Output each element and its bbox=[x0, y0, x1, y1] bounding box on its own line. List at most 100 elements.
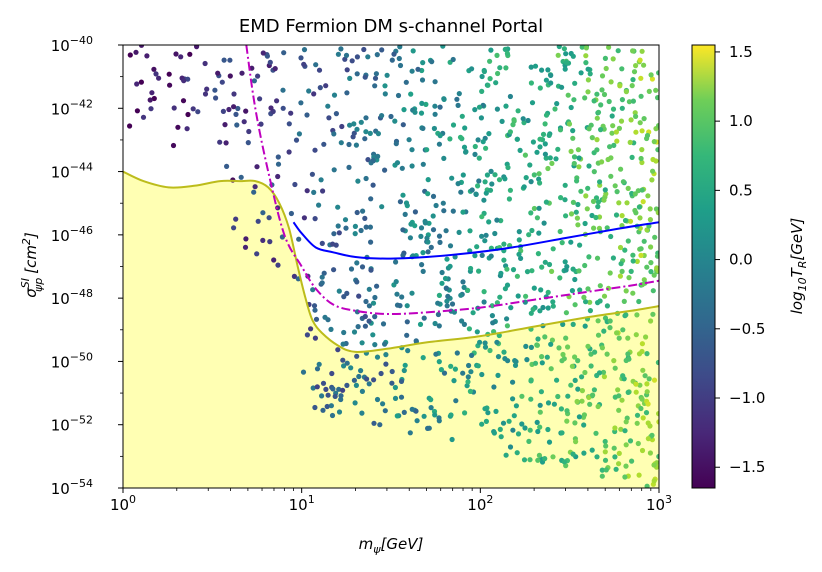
scan-point bbox=[587, 71, 593, 77]
scan-point bbox=[557, 275, 563, 281]
scan-point bbox=[425, 191, 431, 197]
scan-point bbox=[365, 54, 371, 60]
scan-point bbox=[576, 164, 582, 170]
scan-point bbox=[526, 232, 532, 238]
scan-point bbox=[397, 45, 403, 50]
scan-point bbox=[514, 273, 521, 279]
scan-point bbox=[428, 405, 434, 411]
scan-point bbox=[484, 172, 490, 178]
scan-point bbox=[570, 199, 577, 205]
scan-point bbox=[525, 117, 531, 124]
scan-point bbox=[637, 57, 643, 63]
colorbar-tick-label: −1.0 bbox=[729, 389, 765, 407]
scan-point bbox=[645, 436, 652, 442]
scan-point bbox=[374, 354, 381, 360]
scan-point bbox=[298, 100, 304, 106]
scan-point bbox=[243, 236, 249, 242]
scan-point bbox=[599, 87, 605, 93]
scan-point bbox=[355, 178, 361, 184]
scan-point bbox=[495, 354, 502, 360]
scan-point bbox=[527, 457, 533, 463]
scan-point bbox=[616, 200, 622, 206]
scan-point bbox=[601, 328, 607, 334]
scan-point bbox=[447, 136, 453, 142]
scan-point bbox=[639, 187, 645, 193]
scan-point bbox=[655, 147, 659, 153]
scan-point bbox=[500, 420, 507, 426]
scan-point bbox=[167, 82, 173, 88]
scan-point bbox=[528, 310, 534, 316]
scan-point bbox=[242, 244, 249, 250]
scan-point bbox=[604, 303, 611, 309]
scan-point bbox=[612, 425, 618, 431]
scan-point bbox=[593, 430, 599, 436]
scan-point bbox=[574, 178, 580, 184]
scan-point bbox=[359, 264, 366, 270]
scan-point bbox=[502, 356, 508, 362]
scan-point bbox=[420, 268, 426, 274]
scan-point bbox=[335, 51, 341, 57]
scan-point bbox=[555, 393, 561, 400]
scan-point bbox=[178, 54, 184, 60]
scan-point bbox=[478, 115, 484, 121]
x-tick-label: 101 bbox=[289, 493, 315, 514]
scan-point bbox=[451, 378, 457, 384]
scan-point bbox=[557, 127, 564, 133]
scan-point bbox=[641, 62, 647, 68]
scan-point bbox=[514, 136, 521, 142]
scan-point bbox=[487, 347, 493, 354]
scan-point bbox=[501, 257, 507, 263]
scan-point bbox=[595, 109, 602, 115]
scan-point bbox=[372, 314, 378, 320]
scan-point bbox=[370, 182, 376, 188]
scan-point bbox=[563, 213, 569, 219]
scan-point bbox=[424, 235, 430, 241]
colorbar-ticks: −1.5 −1.0 −0.5 0.0 0.5 1.0 1.5 bbox=[715, 43, 765, 476]
scan-point bbox=[598, 127, 604, 133]
scan-point bbox=[231, 91, 237, 97]
scan-point bbox=[468, 369, 474, 375]
scan-point bbox=[361, 46, 367, 53]
scan-point bbox=[656, 123, 659, 129]
scan-point bbox=[493, 408, 499, 414]
scan-point bbox=[599, 467, 605, 473]
scan-point bbox=[640, 199, 646, 205]
scan-point bbox=[540, 304, 546, 311]
scan-point bbox=[288, 110, 294, 116]
scan-point bbox=[497, 65, 503, 71]
scan-point bbox=[569, 288, 576, 294]
scan-point bbox=[523, 343, 529, 349]
scan-point bbox=[497, 294, 503, 300]
scan-point bbox=[494, 217, 500, 223]
scan-point bbox=[516, 251, 522, 257]
scan-point bbox=[619, 397, 625, 403]
scan-point bbox=[637, 215, 643, 221]
scan-point bbox=[267, 239, 273, 245]
scan-point bbox=[358, 119, 364, 125]
scan-point bbox=[469, 352, 475, 358]
scan-point bbox=[561, 46, 568, 52]
scan-point bbox=[360, 208, 366, 214]
scan-point bbox=[506, 196, 512, 202]
scan-point bbox=[638, 246, 644, 252]
scan-point bbox=[582, 323, 588, 329]
scan-point bbox=[576, 414, 583, 420]
scan-point bbox=[483, 145, 489, 151]
scan-point bbox=[592, 349, 598, 355]
scan-point bbox=[308, 326, 314, 332]
scan-point bbox=[366, 318, 372, 324]
scan-point bbox=[633, 129, 639, 135]
scan-point bbox=[372, 75, 379, 81]
scan-point bbox=[356, 293, 362, 299]
scan-point bbox=[651, 377, 658, 383]
scan-point bbox=[153, 71, 159, 77]
scan-point bbox=[520, 116, 526, 122]
scan-point bbox=[585, 77, 592, 83]
scan-point bbox=[371, 377, 377, 383]
scan-point bbox=[243, 108, 249, 114]
scan-point bbox=[636, 204, 643, 210]
scan-point bbox=[340, 387, 346, 393]
scan-point bbox=[246, 128, 252, 135]
scan-point bbox=[465, 374, 471, 380]
scan-point bbox=[254, 251, 260, 257]
